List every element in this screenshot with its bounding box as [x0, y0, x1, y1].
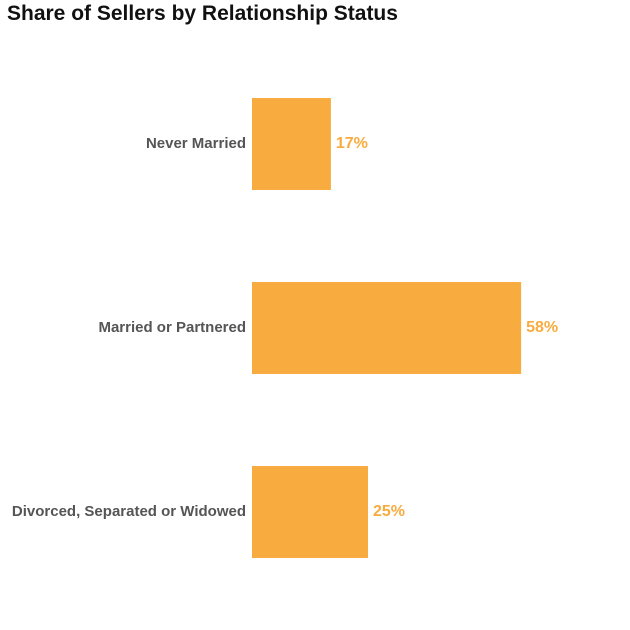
bar-never-married: [252, 98, 331, 190]
value-label-never-married: 17%: [336, 135, 368, 152]
bar-married-or-partnered: [252, 282, 522, 374]
category-label-married-or-partnered: Married or Partnered: [98, 319, 246, 336]
category-label-never-married: Never Married: [146, 135, 246, 152]
bar-divorced-separated-or-widowed: [252, 466, 368, 558]
chart-title: Share of Sellers by Relationship Status: [7, 2, 398, 25]
value-label-divorced-separated-or-widowed: 25%: [373, 503, 405, 520]
value-label-married-or-partnered: 58%: [526, 319, 558, 336]
category-label-divorced-separated-or-widowed: Divorced, Separated or Widowed: [12, 503, 246, 520]
